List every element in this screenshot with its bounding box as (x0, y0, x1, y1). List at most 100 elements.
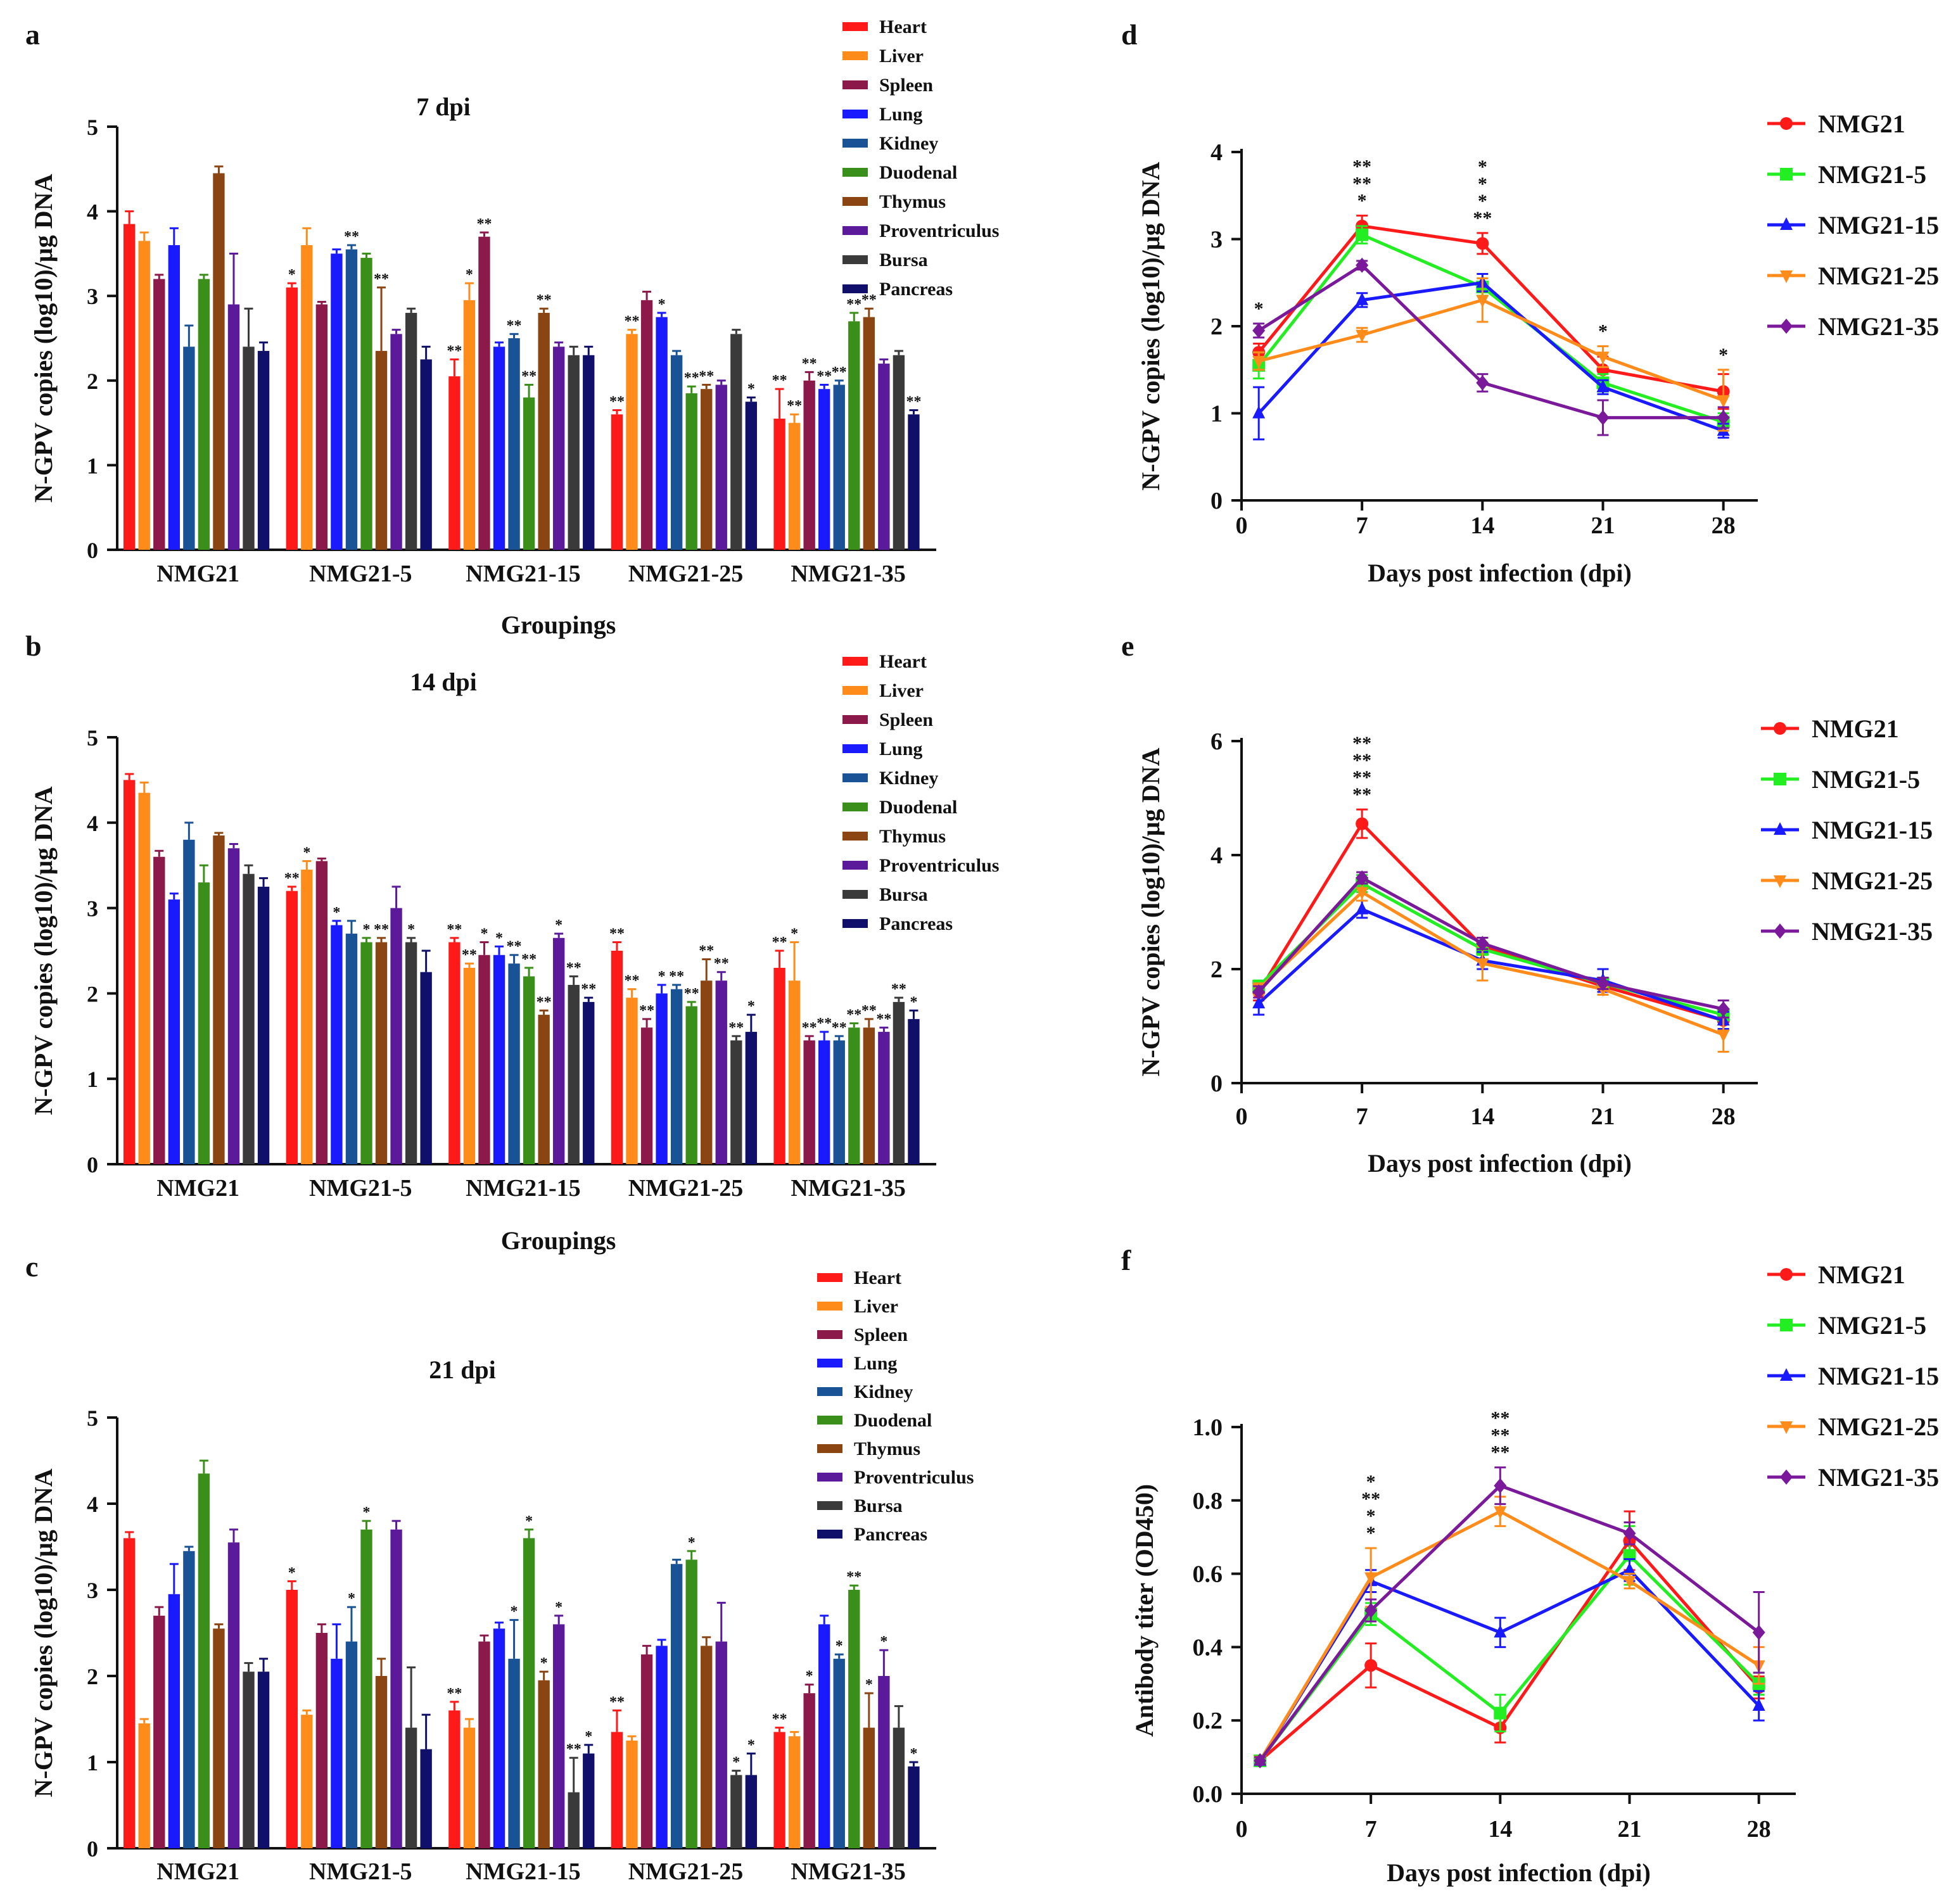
bar-lung-nmg21-25 (656, 993, 668, 1164)
bar-lung-nmg21-25 (656, 1646, 668, 1848)
y-tick-label: 0.2 (1193, 1708, 1223, 1734)
bar-duodenal-nmg21-25 (685, 1559, 697, 1848)
significance-mark: ** (787, 398, 802, 414)
bar-duodenal-nmg21-15 (523, 397, 535, 550)
bar-pancreas-nmg21-5 (420, 972, 432, 1164)
bar-liver-nmg21-15 (463, 300, 476, 550)
significance-mark: * (288, 1564, 296, 1581)
bar-liver-nmg21-25 (626, 334, 638, 550)
data-point-nmg21-day-7 (1364, 1659, 1378, 1672)
y-tick-label: 3 (87, 284, 98, 309)
series-nmg21-35 (1252, 257, 1730, 436)
legend-label-pancreas: Pancreas (854, 1524, 927, 1545)
significance-mark: * (362, 1504, 370, 1521)
data-point-nmg21-35-day-28 (1717, 1001, 1730, 1017)
bar-liver-nmg21-15 (463, 967, 476, 1164)
significance-mark: ** (861, 1003, 877, 1019)
significance-mark: * (747, 998, 755, 1015)
legend-marker-nmg21 (1780, 117, 1793, 130)
x-tick-label: 28 (1712, 512, 1736, 539)
data-point-nmg21-25-day-21 (1623, 1576, 1636, 1589)
y-tick-label: 1 (1211, 401, 1223, 428)
bar-lung-nmg21 (168, 245, 180, 550)
legend-marker-nmg21-35 (1780, 319, 1793, 334)
y-tick-label: 0.4 (1193, 1634, 1223, 1661)
bar-heart-nmg21-35 (773, 1732, 785, 1848)
bar-proventriculus-nmg21-5 (390, 1529, 402, 1848)
y-tick-label: 3 (87, 1578, 98, 1603)
category-label-nmg21-5: NMG21-5 (309, 1858, 412, 1885)
significance-mark: ** (625, 973, 640, 989)
series-nmg21-15 (1252, 273, 1730, 441)
significance-mark: ** (1490, 1442, 1509, 1463)
x-tick-label: 14 (1488, 1816, 1512, 1843)
bar-bursa-nmg21-15 (568, 984, 580, 1164)
bar-heart-nmg21-25 (611, 414, 623, 550)
bar-bursa-nmg21 (243, 1672, 255, 1848)
significance-mark: * (747, 1737, 755, 1753)
bar-spleen-nmg21-15 (478, 1641, 490, 1848)
category-label-nmg21-25: NMG21-25 (628, 1175, 744, 1202)
significance-mark: ** (521, 368, 537, 384)
significance-mark: * (658, 296, 666, 313)
legend-swatch-lung (817, 1359, 842, 1368)
x-tick-label: 14 (1470, 1103, 1494, 1130)
bar-bursa-nmg21-35 (893, 1001, 905, 1164)
significance-mark: ** (537, 292, 552, 308)
y-tick-label: 2 (87, 981, 98, 1006)
legend-label-nmg21: NMG21 (1818, 110, 1905, 138)
bar-thymus-nmg21-35 (863, 1727, 875, 1848)
data-point-nmg21-25-day-7 (1356, 887, 1369, 900)
panel-a: a 7 dpi 0 1 2 3 4 5 N-GPV copies (log10)/µg DNA G… (25, 16, 999, 639)
data-point-nmg21-35-day-28 (1717, 410, 1730, 426)
y-tick-label: 4 (1211, 842, 1223, 869)
bar-heart-nmg21-5 (286, 891, 298, 1164)
panel-label: c (25, 1250, 38, 1283)
y-tick-label: 2 (87, 369, 98, 394)
legend-label-bursa: Bursa (879, 884, 928, 905)
data-point-nmg21-15-day-1 (1252, 405, 1266, 419)
significance-mark: ** (581, 981, 596, 998)
bar-duodenal-nmg21-25 (685, 1006, 697, 1164)
data-point-nmg21-35-day-28 (1752, 1625, 1765, 1641)
panel-d: d 0 1 2 3 4 0 7 14 21 28 Days post infection (dpi) N… (1121, 18, 1939, 587)
legend-marker-nmg21 (1774, 722, 1786, 735)
x-tick-label: 7 (1365, 1816, 1377, 1843)
significance-mark: * (525, 1513, 533, 1530)
legend-label-spleen: Spleen (879, 709, 933, 730)
chart-title: 7 dpi (416, 92, 471, 121)
legend-label-thymus: Thymus (879, 191, 946, 212)
legend-label-bursa: Bursa (879, 250, 928, 270)
legend-label-spleen: Spleen (879, 75, 933, 96)
series-line-nmg21-25 (1259, 1509, 1760, 1762)
bar-duodenal-nmg21-5 (360, 258, 372, 550)
series-nmg21-15 (1254, 1558, 1765, 1766)
significance-mark: ** (684, 370, 699, 386)
bar-pancreas-nmg21-5 (420, 1749, 432, 1848)
legend-swatch-proventriculus (817, 1473, 842, 1482)
significance-mark: * (732, 1755, 740, 1771)
bar-heart-nmg21-15 (448, 376, 461, 550)
significance-mark: ** (772, 1711, 787, 1728)
legend-marker-nmg21 (1780, 1268, 1793, 1281)
legend-label-lung: Lung (879, 739, 922, 759)
legend-label-nmg21: NMG21 (1812, 714, 1899, 743)
significance-mark: ** (609, 926, 625, 942)
y-tick-label: 4 (87, 200, 98, 225)
y-axis-label: N-GPV copies (log10)/µg DNA (29, 174, 58, 502)
bar-liver-nmg21-5 (301, 245, 313, 550)
significance-mark: * (688, 1535, 696, 1551)
significance-mark: ** (1473, 208, 1492, 229)
significance-mark: * (585, 1729, 592, 1745)
significance-mark: * (836, 1638, 843, 1654)
significance-mark: ** (1352, 173, 1371, 194)
bar-duodenal-nmg21 (198, 1473, 210, 1848)
significance-mark: ** (1352, 767, 1371, 788)
legend-label-lung: Lung (854, 1353, 897, 1374)
bar-lung-nmg21-15 (493, 955, 505, 1164)
significance-mark: * (1357, 190, 1367, 211)
significance-mark: ** (684, 986, 699, 1002)
data-point-nmg21-25-day-14 (1476, 958, 1489, 971)
y-tick-label: 1 (87, 1750, 98, 1775)
bar-duodenal-nmg21-15 (523, 976, 535, 1164)
